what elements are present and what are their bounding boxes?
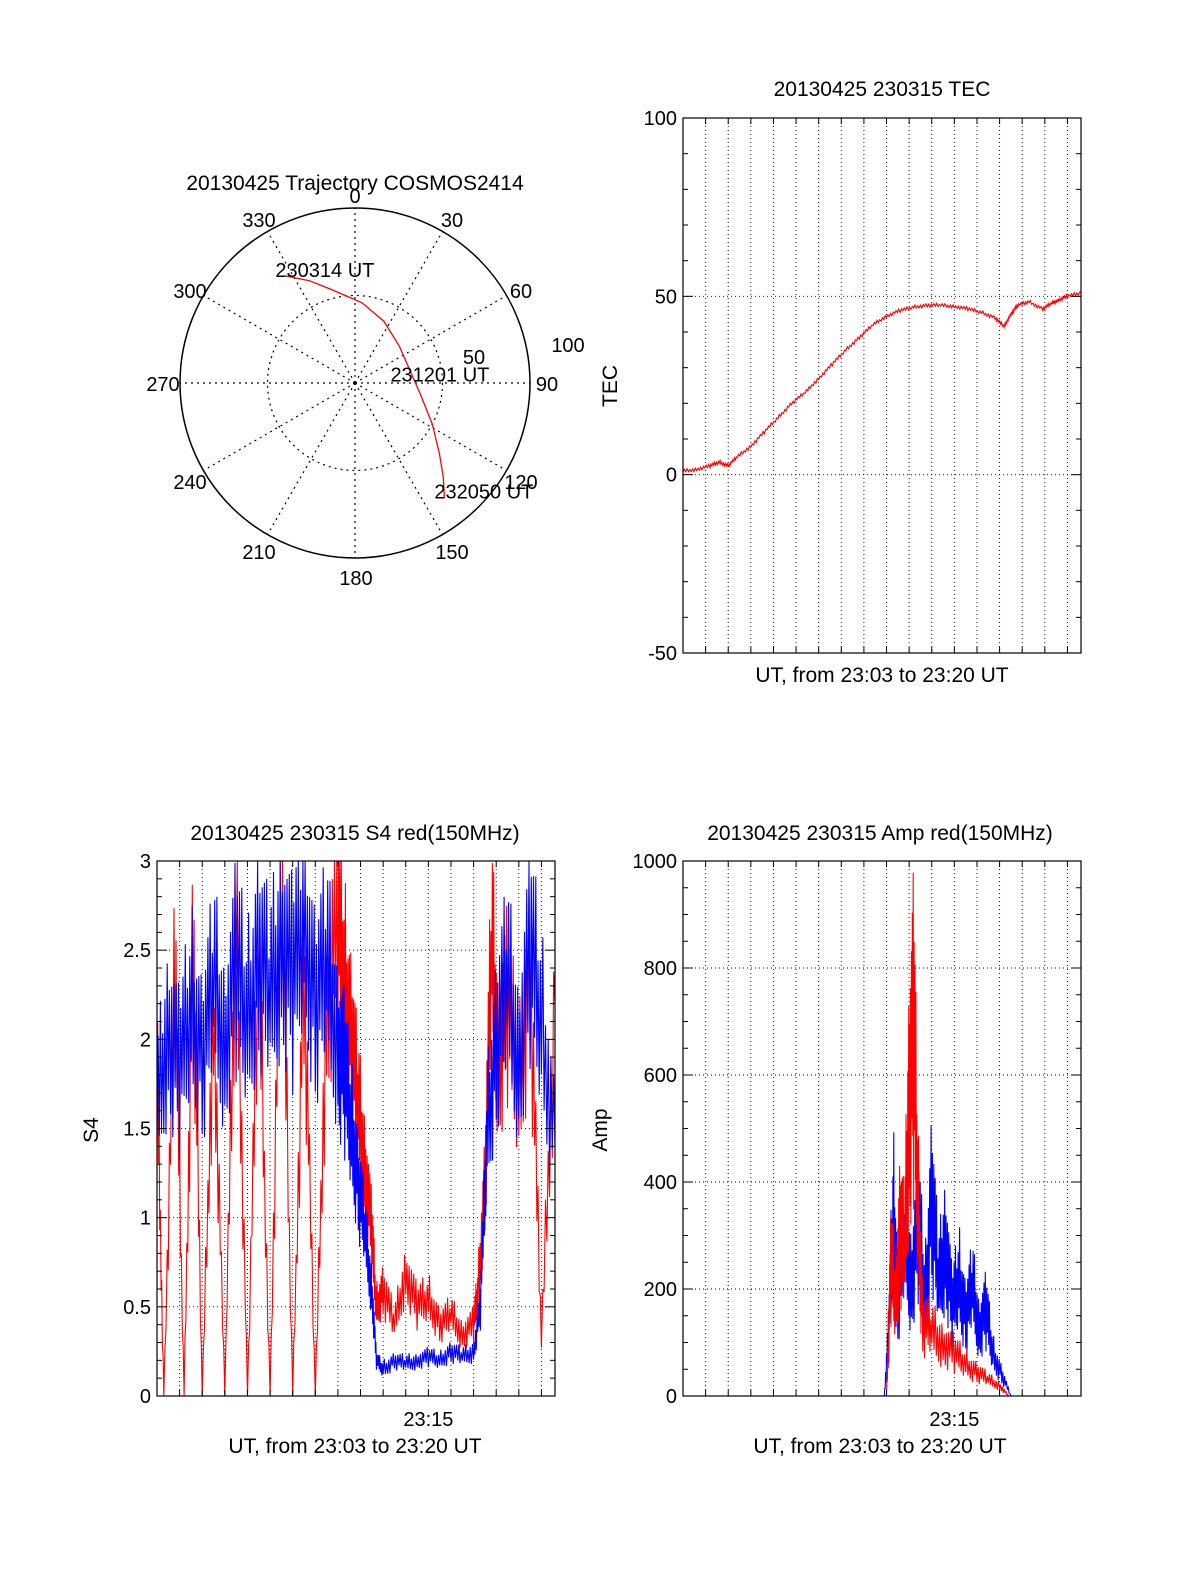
trajectory-time-label: 230314 UT (275, 260, 374, 282)
s4-ticks (157, 860, 555, 1397)
y-tick-label: 50 (655, 286, 677, 308)
polar-radial-label: 100 (551, 335, 584, 357)
polar-spoke (266, 382, 356, 535)
s4-title: 20130425 230315 S4 red(150MHz) (190, 822, 519, 845)
y-tick-label: 1 (140, 1208, 151, 1230)
s4-series (156, 860, 556, 1397)
polar-spoke (266, 231, 356, 384)
tec-title: 20130425 230315 TEC (774, 78, 991, 101)
series-line (682, 291, 1082, 474)
amp-frame (682, 860, 1082, 1397)
y-tick-label: 600 (644, 1065, 677, 1087)
series-line (156, 860, 556, 1376)
polar-spoke (354, 382, 507, 472)
polar-spoke (354, 382, 444, 535)
polar-angle-label: 270 (146, 374, 179, 396)
tec-ylabel: TEC (599, 365, 622, 407)
y-tick-label: 0.5 (123, 1297, 151, 1319)
amp-grid (683, 861, 1081, 1396)
polar-spoke (203, 294, 356, 384)
x-tick-label: 23:15 (403, 1409, 453, 1431)
polar-radial-labels: 50 100 (463, 335, 585, 369)
amp-title: 20130425 230315 Amp red(150MHz) (707, 822, 1053, 845)
polar-angle-label: 30 (441, 210, 463, 232)
tec-grid (683, 118, 1081, 653)
y-tick-label: -50 (648, 643, 677, 665)
polar-inner-circle (266, 294, 444, 472)
polar-angle-label: 90 (536, 374, 558, 396)
y-tick-label: 100 (644, 108, 677, 130)
tec-series (682, 291, 1082, 474)
amp-ylabel: Amp (589, 1108, 612, 1151)
polar-angle-label: 330 (242, 210, 275, 232)
tec-ticks (683, 117, 1081, 654)
s4-panel: 20130425 230315 S4 red(150MHz) 0 0.5 1 1.5 2… (80, 822, 556, 1458)
polar-annotations: 230314 UT 231201 UT 232050 UT (275, 260, 533, 504)
amp-xlabel: UT, from 23:03 to 23:20 UT (753, 1435, 1006, 1458)
series-line (683, 872, 1081, 1397)
tec-frame (682, 117, 1082, 654)
y-tick-label: 0 (140, 1386, 151, 1408)
polar-spoke (354, 294, 507, 384)
y-tick-label: 0 (666, 1386, 677, 1408)
trajectory-time-label: 231201 UT (390, 365, 489, 387)
y-tick-label: 400 (644, 1172, 677, 1194)
y-tick-label: 800 (644, 958, 677, 980)
polar-angle-labels: 0 30 60 90 120 150 180 210 240 270 300 330 (146, 186, 558, 590)
y-tick-label: 2.5 (123, 940, 151, 962)
polar-angle-label: 150 (435, 542, 468, 564)
polar-angle-label: 0 (349, 186, 360, 208)
amp-y-tick-labels: 0 200 400 600 800 1000 (633, 851, 678, 1408)
polar-angle-label: 240 (173, 472, 206, 494)
y-tick-label: 2 (140, 1029, 151, 1051)
x-tick-label: 23:15 (929, 1409, 979, 1431)
tec-panel: 20130425 230315 TEC -50 0 50 100 UT, from 2… (599, 78, 1082, 687)
polar-angle-label: 180 (339, 568, 372, 590)
s4-y-tick-labels: 0 0.5 1 1.5 2 2.5 3 (123, 851, 151, 1408)
polar-title: 20130425 Trajectory COSMOS2414 (186, 172, 524, 195)
polar-spoke (354, 231, 444, 384)
y-tick-label: 1000 (633, 851, 678, 873)
y-tick-label: 1.5 (123, 1119, 151, 1141)
polar-grid (179, 207, 531, 559)
polar-angle-label: 60 (510, 281, 532, 303)
s4-xlabel: UT, from 23:03 to 23:20 UT (228, 1435, 481, 1458)
y-tick-label: 3 (140, 851, 151, 873)
polar-panel: 20130425 Trajectory COSMOS2414 0 30 60 90 12… (146, 172, 584, 590)
series-line (683, 1125, 1081, 1397)
tec-y-tick-labels: -50 0 50 100 (644, 108, 677, 665)
trajectory-time-label: 232050 UT (434, 481, 533, 503)
amp-x-tick-labels: 23:15 (929, 1409, 979, 1431)
polar-angle-label: 210 (242, 542, 275, 564)
polar-angle-label: 300 (173, 281, 206, 303)
polar-angle-label: 120 (504, 472, 537, 494)
amp-panel: 20130425 230315 Amp red(150MHz) 0 200 400 6… (589, 822, 1082, 1458)
polar-spoke (203, 382, 356, 472)
polar-series (285, 275, 446, 498)
y-tick-label: 200 (644, 1279, 677, 1301)
y-tick-label: 0 (666, 465, 677, 487)
tec-xlabel: UT, from 23:03 to 23:20 UT (755, 664, 1008, 687)
trajectory-line (285, 275, 446, 498)
amp-series (683, 872, 1081, 1397)
s4-ylabel: S4 (80, 1117, 103, 1143)
amp-ticks (683, 860, 1081, 1397)
s4-x-tick-labels: 23:15 (403, 1409, 453, 1431)
polar-radial-label: 50 (463, 347, 485, 369)
